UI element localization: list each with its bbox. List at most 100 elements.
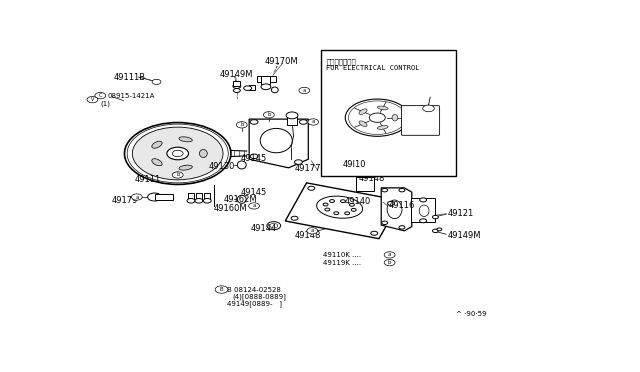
Circle shape	[87, 96, 98, 103]
Bar	[188, 193, 194, 200]
Ellipse shape	[179, 165, 192, 170]
Circle shape	[300, 120, 307, 124]
Ellipse shape	[237, 195, 246, 203]
Ellipse shape	[378, 125, 388, 129]
Ellipse shape	[200, 150, 207, 157]
Circle shape	[371, 231, 378, 235]
Text: (4)[0888-0889]: (4)[0888-0889]	[232, 294, 286, 300]
Circle shape	[299, 87, 310, 94]
Circle shape	[340, 200, 346, 203]
Circle shape	[264, 112, 275, 118]
Text: 49149M: 49149M	[220, 70, 253, 79]
Circle shape	[330, 200, 335, 202]
Circle shape	[250, 120, 258, 124]
Text: 49179: 49179	[111, 196, 138, 205]
Text: 49145: 49145	[240, 188, 266, 197]
Bar	[204, 193, 210, 200]
Text: 49162M: 49162M	[223, 195, 257, 204]
Circle shape	[399, 189, 405, 192]
Text: a: a	[312, 119, 315, 125]
Circle shape	[261, 84, 271, 90]
Circle shape	[152, 79, 161, 84]
Circle shape	[291, 216, 298, 220]
Text: a: a	[135, 195, 138, 199]
Text: 49121: 49121	[447, 209, 474, 218]
Bar	[411, 198, 435, 222]
Circle shape	[433, 215, 438, 219]
Text: 49177M: 49177M	[294, 164, 328, 173]
Circle shape	[250, 154, 258, 158]
Text: 49144: 49144	[250, 224, 276, 233]
Text: B: B	[220, 287, 223, 292]
Ellipse shape	[387, 200, 402, 219]
Circle shape	[132, 127, 223, 180]
Ellipse shape	[359, 121, 367, 126]
Circle shape	[187, 198, 195, 203]
Text: 49111B: 49111B	[114, 73, 146, 82]
Circle shape	[195, 198, 203, 203]
Ellipse shape	[392, 115, 398, 121]
Circle shape	[131, 194, 142, 200]
Text: 49148: 49148	[294, 231, 321, 240]
Ellipse shape	[419, 205, 429, 217]
Circle shape	[381, 189, 388, 192]
Text: b: b	[176, 173, 179, 177]
Text: 08915-1421A: 08915-1421A	[108, 93, 155, 99]
Bar	[321, 50, 456, 176]
Text: a: a	[310, 228, 314, 233]
Bar	[287, 117, 298, 125]
Bar	[154, 194, 173, 200]
Text: B 08124-02528: B 08124-02528	[227, 286, 281, 292]
Text: 49149[0889-   ]: 49149[0889- ]	[227, 301, 282, 307]
Polygon shape	[381, 188, 412, 231]
Ellipse shape	[179, 137, 192, 142]
Circle shape	[172, 150, 183, 157]
Circle shape	[381, 221, 388, 225]
Circle shape	[308, 119, 319, 125]
Ellipse shape	[359, 109, 367, 115]
Circle shape	[423, 105, 435, 112]
Circle shape	[167, 147, 189, 160]
Ellipse shape	[152, 141, 162, 148]
Text: b: b	[267, 112, 271, 117]
Circle shape	[433, 229, 438, 232]
Circle shape	[369, 113, 385, 122]
Circle shape	[124, 122, 231, 185]
Circle shape	[95, 93, 106, 99]
Circle shape	[334, 212, 339, 215]
Text: 49111: 49111	[135, 175, 161, 184]
Circle shape	[384, 260, 395, 266]
Circle shape	[233, 84, 241, 89]
Bar	[196, 193, 202, 200]
Text: V: V	[91, 97, 94, 102]
Bar	[285, 183, 400, 239]
Circle shape	[388, 201, 394, 205]
Polygon shape	[249, 119, 308, 168]
Circle shape	[308, 186, 315, 190]
Circle shape	[349, 203, 355, 206]
Bar	[249, 85, 255, 90]
Text: FOR ELECTRICAL CONTROL: FOR ELECTRICAL CONTROL	[326, 65, 419, 71]
Text: 49130: 49130	[209, 162, 235, 171]
Ellipse shape	[152, 159, 162, 166]
Text: a: a	[303, 88, 306, 93]
Text: b: b	[388, 260, 391, 265]
Circle shape	[249, 203, 259, 209]
Ellipse shape	[237, 161, 246, 169]
Text: 49I10: 49I10	[343, 160, 366, 169]
Circle shape	[148, 193, 161, 201]
Text: 49145: 49145	[240, 154, 266, 163]
Text: (1): (1)	[100, 101, 110, 107]
Circle shape	[236, 122, 247, 128]
Circle shape	[172, 172, 183, 178]
Text: 49149M: 49149M	[447, 231, 481, 240]
Text: b: b	[240, 122, 243, 127]
Text: 49110K ....: 49110K ....	[323, 252, 361, 258]
Text: C: C	[99, 93, 102, 98]
Circle shape	[267, 222, 281, 230]
Circle shape	[323, 203, 328, 206]
Circle shape	[399, 226, 405, 229]
Text: a: a	[252, 203, 256, 208]
Circle shape	[244, 86, 252, 90]
Circle shape	[345, 212, 349, 215]
